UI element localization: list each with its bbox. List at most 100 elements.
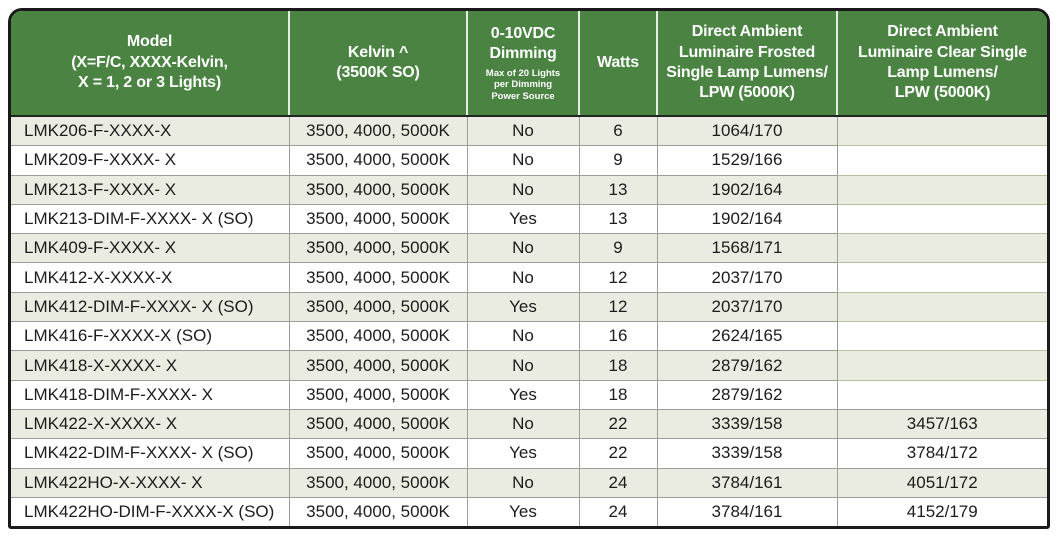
cell-kelvin: 3500, 4000, 5000K [288,233,467,263]
cell-clear [836,321,1047,351]
cell-frosted: 1902/164 [656,174,837,205]
cell-watts: 13 [578,174,657,205]
cell-kelvin: 3500, 4000, 5000K [288,467,467,498]
col-header-model-label: Model (X=F/C, XXXX-Kelvin, X = 1, 2 or 3… [71,33,228,92]
cell-frosted: 3784/161 [656,496,837,527]
cell-clear: 3457/163 [836,408,1047,439]
table-row: LMK422HO-DIM-F-XXXX-X (SO) 3500, 4000, 50… [11,496,1047,527]
cell-frosted: 3784/161 [656,467,837,498]
cell-dimming: Yes [466,203,579,234]
cell-model: LMK418-DIM-F-XXXX- X [11,379,289,410]
cell-clear [836,203,1047,234]
col-header-dimming: 0-10VDC Dimming Max of 20 Lights per Dim… [466,11,579,117]
table-row: LMK409-F-XXXX- X 3500, 4000, 5000K No 9 1568… [11,233,1047,263]
table-row: LMK422-DIM-F-XXXX- X (SO) 3500, 4000, 500… [11,438,1047,469]
cell-frosted: 2624/165 [656,321,837,351]
cell-model: LMK206-F-XXXX-X [11,116,289,146]
cell-model: LMK422-DIM-F-XXXX- X (SO) [11,438,289,469]
cell-clear: 3784/172 [836,438,1047,469]
cell-dimming: No [466,174,579,205]
cell-watts: 9 [578,145,657,176]
table-row: LMK213-DIM-F-XXXX- X (SO) 3500, 4000, 500… [11,203,1047,234]
table-row: LMK412-X-XXXX-X 3500, 4000, 5000K No 12 2037… [11,262,1047,293]
table-row: LMK422-X-XXXX- X 3500, 4000, 5000K No 22 333… [11,408,1047,439]
cell-kelvin: 3500, 4000, 5000K [288,350,467,381]
col-header-model: Model (X=F/C, XXXX-Kelvin, X = 1, 2 or 3… [11,11,289,117]
cell-dimming: No [466,145,579,176]
table-row: LMK418-X-XXXX- X 3500, 4000, 5000K No 18 287… [11,350,1047,381]
cell-watts: 12 [578,262,657,293]
table-row: LMK422HO-X-XXXX- X 3500, 4000, 5000K No 24 3… [11,467,1047,498]
cell-model: LMK416-F-XXXX-X (SO) [11,321,289,351]
cell-frosted: 1064/170 [656,116,837,146]
spec-table: Model (X=F/C, XXXX-Kelvin, X = 1, 2 or 3… [11,11,1047,527]
col-header-frosted-lumens: Direct Ambient Luminaire Frosted Single … [656,11,837,117]
luminaire-spec-table: Model (X=F/C, XXXX-Kelvin, X = 1, 2 or 3… [8,8,1050,530]
cell-frosted: 1568/171 [656,233,837,263]
cell-dimming: No [466,350,579,381]
col-header-clear-lumens-label: Direct Ambient Luminaire Clear Single La… [858,23,1027,102]
cell-clear: 4152/179 [836,496,1047,527]
cell-kelvin: 3500, 4000, 5000K [288,408,467,439]
cell-kelvin: 3500, 4000, 5000K [288,496,467,527]
cell-frosted: 1902/164 [656,203,837,234]
cell-kelvin: 3500, 4000, 5000K [288,291,467,322]
table-row: LMK412-DIM-F-XXXX- X (SO) 3500, 4000, 500… [11,291,1047,322]
cell-model: LMK209-F-XXXX- X [11,145,289,176]
col-header-dimming-label: 0-10VDC Dimming [489,24,557,63]
cell-model: LMK409-F-XXXX- X [11,233,289,263]
cell-frosted: 2879/162 [656,350,837,381]
cell-frosted: 1529/166 [656,145,837,176]
cell-dimming: Yes [466,379,579,410]
cell-dimming: No [466,467,579,498]
table-row: LMK416-F-XXXX-X (SO) 3500, 4000, 5000K No 1… [11,321,1047,351]
col-header-clear-lumens: Direct Ambient Luminaire Clear Single La… [836,11,1047,117]
col-header-dimming-note: Max of 20 Lights per Dimming Power Sourc… [485,67,561,102]
cell-dimming: No [466,233,579,263]
cell-dimming: No [466,408,579,439]
col-header-kelvin-label: Kelvin ^ (3500K SO) [336,43,420,81]
cell-dimming: No [466,116,579,146]
cell-watts: 6 [578,116,657,146]
cell-dimming: No [466,321,579,351]
table-row: LMK206-F-XXXX-X 3500, 4000, 5000K No 6 1064/… [11,116,1047,146]
cell-clear [836,262,1047,293]
cell-model: LMK422HO-DIM-F-XXXX-X (SO) [11,496,289,527]
cell-watts: 22 [578,438,657,469]
cell-frosted: 2879/162 [656,379,837,410]
cell-clear [836,233,1047,263]
cell-frosted: 2037/170 [656,262,837,293]
cell-clear [836,350,1047,381]
cell-model: LMK213-F-XXXX- X [11,174,289,205]
cell-model: LMK418-X-XXXX- X [11,350,289,381]
cell-clear [836,379,1047,410]
col-header-frosted-lumens-label: Direct Ambient Luminaire Frosted Single … [666,23,828,102]
cell-watts: 13 [578,203,657,234]
cell-clear [836,174,1047,205]
cell-kelvin: 3500, 4000, 5000K [288,438,467,469]
header-row: Model (X=F/C, XXXX-Kelvin, X = 1, 2 or 3… [11,11,1047,117]
table-header: Model (X=F/C, XXXX-Kelvin, X = 1, 2 or 3… [11,11,1047,117]
cell-dimming: Yes [466,496,579,527]
cell-model: LMK412-X-XXXX-X [11,262,289,293]
cell-kelvin: 3500, 4000, 5000K [288,145,467,176]
cell-kelvin: 3500, 4000, 5000K [288,262,467,293]
cell-watts: 24 [578,467,657,498]
cell-model: LMK412-DIM-F-XXXX- X (SO) [11,291,289,322]
cell-watts: 18 [578,350,657,381]
cell-kelvin: 3500, 4000, 5000K [288,379,467,410]
cell-dimming: No [466,262,579,293]
cell-model: LMK422HO-X-XXXX- X [11,467,289,498]
cell-model: LMK422-X-XXXX- X [11,408,289,439]
cell-frosted: 3339/158 [656,438,837,469]
col-header-kelvin: Kelvin ^ (3500K SO) [288,11,467,117]
table-row: LMK209-F-XXXX- X 3500, 4000, 5000K No 9 1529… [11,145,1047,176]
cell-clear: 4051/172 [836,467,1047,498]
cell-clear [836,291,1047,322]
cell-kelvin: 3500, 4000, 5000K [288,116,467,146]
table-row: LMK213-F-XXXX- X 3500, 4000, 5000K No 13 190… [11,174,1047,205]
table-row: LMK418-DIM-F-XXXX- X 3500, 4000, 5000K Yes… [11,379,1047,410]
cell-watts: 22 [578,408,657,439]
cell-model: LMK213-DIM-F-XXXX- X (SO) [11,203,289,234]
col-header-watts: Watts [578,11,657,117]
